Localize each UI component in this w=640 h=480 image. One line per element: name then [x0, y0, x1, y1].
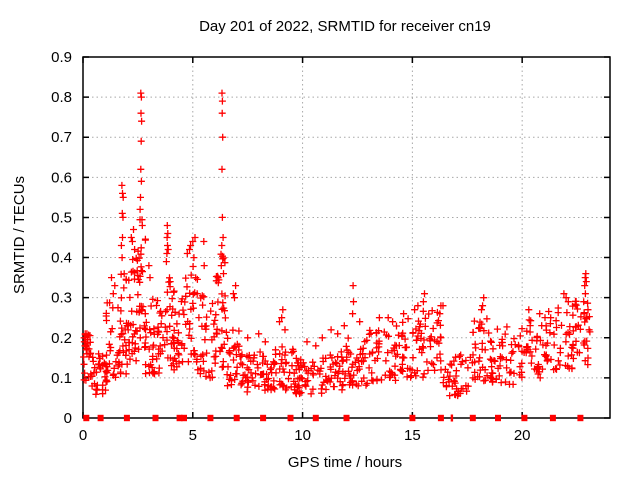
zero-flag-square [123, 414, 130, 422]
zero-flag-square [577, 414, 584, 422]
zero-flag-square [287, 414, 294, 422]
y-tick-label: 0.2 [51, 330, 72, 347]
x-tick-label: 15 [404, 427, 421, 444]
tick-labels: 0 5 10 15 20 0 0.1 0.2 0.3 0.4 0.5 0.6 0.7 0.8 0.9 [51, 49, 530, 444]
zero-flag-square [409, 414, 416, 422]
scatter-series [80, 89, 594, 422]
zero-flag-square [97, 414, 104, 422]
zero-flag-square [233, 414, 240, 422]
y-axis-label: SRMTID / TECUs [11, 176, 28, 294]
zero-flag-square [521, 414, 528, 422]
x-tick-label: 20 [514, 427, 531, 444]
zero-flag-square [549, 414, 556, 422]
zero-flag-square [83, 414, 90, 422]
y-tick-label: 0.8 [51, 89, 72, 106]
y-tick-label: 0.6 [51, 169, 72, 186]
zero-flag-square [260, 414, 267, 422]
zero-flag-thin [450, 414, 454, 422]
zero-flag-square [495, 414, 501, 422]
y-tick-label: 0.1 [51, 370, 72, 387]
zero-flag-square [152, 414, 159, 422]
y-tick-label: 0.7 [51, 129, 72, 146]
y-tick-label: 0.3 [51, 290, 72, 307]
y-tick-label: 0.9 [51, 49, 72, 66]
zero-flag-markers [83, 414, 584, 422]
x-axis-label: GPS time / hours [288, 454, 402, 471]
zero-flag-square [469, 414, 476, 422]
zero-flag-square [176, 414, 183, 422]
y-tick-label: 0 [64, 410, 72, 427]
zero-flag-square [312, 414, 319, 422]
chart-title: Day 201 of 2022, SRMTID for receiver cn1… [199, 18, 491, 35]
zero-flag-square [207, 414, 214, 422]
zero-flag-square [343, 414, 350, 422]
zero-flag-square [437, 414, 444, 422]
x-tick-label: 10 [294, 427, 311, 444]
x-tick-label: 0 [79, 427, 87, 444]
zero-flag-square [181, 414, 187, 422]
x-tick-label: 5 [189, 427, 197, 444]
srmtid-points-path [80, 89, 594, 400]
y-tick-label: 0.4 [51, 250, 72, 267]
y-tick-label: 0.5 [51, 209, 72, 226]
